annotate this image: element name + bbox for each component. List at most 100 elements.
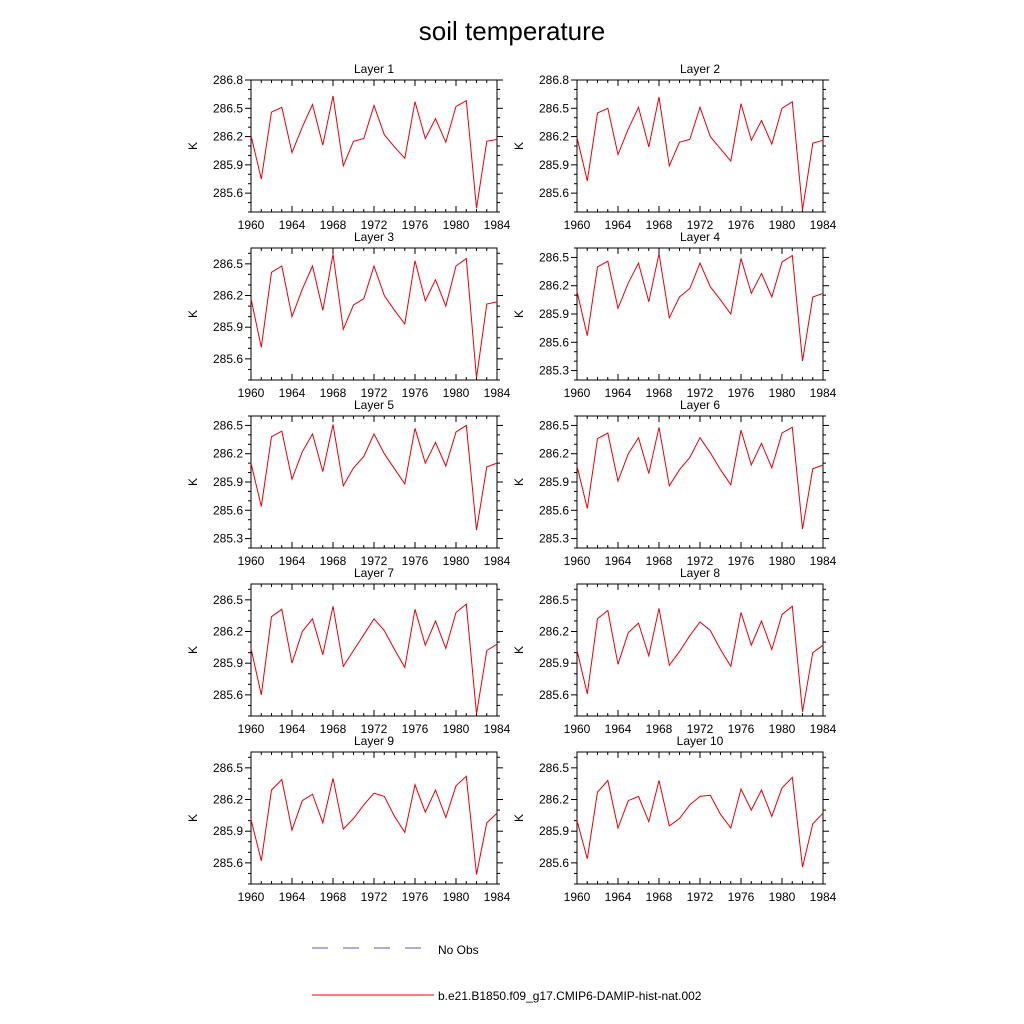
y-axis-label: K bbox=[186, 478, 200, 486]
plot-frame bbox=[576, 415, 824, 549]
panel-title: Layer 6 bbox=[680, 398, 720, 412]
x-tick-label: 1968 bbox=[646, 386, 673, 400]
y-tick-label: 285.3 bbox=[539, 532, 569, 546]
x-tick-label: 1960 bbox=[238, 554, 265, 568]
y-tick-label: 286.5 bbox=[213, 101, 243, 115]
panel-title: Layer 4 bbox=[680, 230, 720, 244]
x-tick-label: 1960 bbox=[238, 722, 265, 736]
y-axis-label: K bbox=[512, 310, 526, 318]
x-tick-label: 1984 bbox=[810, 386, 837, 400]
x-tick-label: 1964 bbox=[279, 890, 306, 904]
y-axis-label: K bbox=[512, 142, 526, 150]
x-tick-label: 1980 bbox=[769, 218, 796, 232]
x-tick-label: 1976 bbox=[728, 722, 755, 736]
series-line-layer-9 bbox=[250, 775, 498, 875]
x-tick-label: 1964 bbox=[605, 554, 632, 568]
y-tick-label: 285.6 bbox=[213, 688, 243, 702]
x-tick-label: 1976 bbox=[402, 218, 429, 232]
x-tick-label: 1984 bbox=[484, 554, 511, 568]
y-tick-label: 285.6 bbox=[213, 503, 243, 517]
panel-layer-3: Layer 3 K 1960 1964 1968 1972 1976 1980 1984 285.… bbox=[186, 230, 511, 400]
x-tick-label: 1960 bbox=[238, 218, 265, 232]
series-line-layer-6 bbox=[576, 426, 824, 530]
series-line-layer-8 bbox=[576, 605, 824, 712]
panel-layer-1: Layer 1 K 1960 1964 1968 1972 1976 1980 1984 285.… bbox=[186, 62, 511, 232]
y-axis-label: K bbox=[186, 646, 200, 654]
y-axis-label: K bbox=[512, 478, 526, 486]
panel-layer-5: Layer 5 K 1960 1964 1968 1972 1976 1980 1984 285.… bbox=[186, 398, 511, 568]
panel-title: Layer 5 bbox=[354, 398, 394, 412]
x-tick-label: 1984 bbox=[810, 890, 837, 904]
plot-frame bbox=[250, 415, 498, 549]
y-tick-label: 286.5 bbox=[539, 418, 569, 432]
panel-layer-10: Layer 10 K 1960 1964 1968 1972 1976 1980 1984 285… bbox=[512, 734, 837, 904]
panel-layer-2: Layer 2 K 1960 1964 1968 1972 1976 1980 1984 285.… bbox=[512, 62, 837, 232]
panel-title: Layer 2 bbox=[680, 62, 720, 76]
series-line-layer-2 bbox=[576, 96, 824, 211]
x-tick-label: 1972 bbox=[687, 386, 714, 400]
y-tick-label: 286.2 bbox=[213, 793, 243, 807]
x-tick-label: 1964 bbox=[279, 722, 306, 736]
x-tick-label: 1960 bbox=[564, 218, 591, 232]
x-tick-label: 1980 bbox=[443, 554, 470, 568]
x-tick-label: 1976 bbox=[402, 386, 429, 400]
y-tick-label: 286.2 bbox=[539, 279, 569, 293]
y-tick-label: 285.3 bbox=[539, 364, 569, 378]
plot-frame bbox=[250, 79, 498, 213]
y-tick-label: 286.2 bbox=[213, 130, 243, 144]
y-tick-label: 285.9 bbox=[213, 475, 243, 489]
series-line-layer-3 bbox=[250, 254, 498, 378]
x-tick-label: 1960 bbox=[238, 890, 265, 904]
x-tick-label: 1972 bbox=[687, 218, 714, 232]
series-line-layer-4 bbox=[576, 253, 824, 362]
panel-layer-6: Layer 6 K 1960 1964 1968 1972 1976 1980 1984 285.… bbox=[512, 398, 837, 568]
x-tick-label: 1984 bbox=[484, 386, 511, 400]
x-tick-label: 1972 bbox=[361, 890, 388, 904]
y-tick-label: 286.5 bbox=[539, 250, 569, 264]
plot-frame bbox=[576, 751, 824, 885]
y-tick-label: 286.5 bbox=[539, 761, 569, 775]
x-tick-label: 1980 bbox=[443, 722, 470, 736]
x-tick-label: 1972 bbox=[361, 554, 388, 568]
y-tick-label: 286.8 bbox=[539, 73, 569, 87]
y-tick-label: 286.8 bbox=[213, 73, 243, 87]
y-axis-label: K bbox=[512, 646, 526, 654]
x-tick-label: 1976 bbox=[728, 218, 755, 232]
x-tick-label: 1964 bbox=[605, 386, 632, 400]
panel-layer-7: Layer 7 K 1960 1964 1968 1972 1976 1980 1984 285.… bbox=[186, 566, 511, 736]
x-tick-label: 1980 bbox=[443, 386, 470, 400]
y-tick-label: 286.5 bbox=[539, 593, 569, 607]
y-tick-label: 285.9 bbox=[213, 656, 243, 670]
panel-layer-4: Layer 4 K 1960 1964 1968 1972 1976 1980 1984 285.… bbox=[512, 230, 837, 400]
series-line-layer-1 bbox=[250, 95, 498, 209]
x-tick-label: 1968 bbox=[320, 554, 347, 568]
y-axis-label: K bbox=[186, 142, 200, 150]
x-tick-label: 1980 bbox=[443, 890, 470, 904]
x-tick-label: 1976 bbox=[402, 890, 429, 904]
y-tick-label: 285.9 bbox=[213, 824, 243, 838]
x-tick-label: 1964 bbox=[279, 218, 306, 232]
legend: No Obs b.e21.B1850.f09_g17.CMIP6-DAMIP-h… bbox=[312, 943, 702, 1003]
y-tick-label: 285.6 bbox=[213, 856, 243, 870]
plot-frame bbox=[576, 583, 824, 717]
plot-frame bbox=[250, 583, 498, 717]
x-tick-label: 1980 bbox=[443, 218, 470, 232]
x-tick-label: 1964 bbox=[605, 218, 632, 232]
x-tick-label: 1972 bbox=[687, 890, 714, 904]
x-tick-label: 1976 bbox=[728, 554, 755, 568]
series-line-layer-7 bbox=[250, 603, 498, 714]
x-tick-label: 1968 bbox=[646, 890, 673, 904]
panel-layer-9: Layer 9 K 1960 1964 1968 1972 1976 1980 1984 285.… bbox=[186, 734, 511, 904]
x-tick-label: 1968 bbox=[646, 218, 673, 232]
x-tick-label: 1972 bbox=[361, 218, 388, 232]
y-axis-label: K bbox=[512, 814, 526, 822]
x-tick-label: 1984 bbox=[484, 722, 511, 736]
plot-frame bbox=[250, 751, 498, 885]
y-tick-label: 285.9 bbox=[539, 824, 569, 838]
x-tick-label: 1972 bbox=[361, 722, 388, 736]
x-tick-label: 1976 bbox=[402, 554, 429, 568]
x-tick-label: 1964 bbox=[605, 722, 632, 736]
y-axis-label: K bbox=[186, 814, 200, 822]
panel-title: Layer 1 bbox=[354, 62, 394, 76]
y-tick-label: 285.9 bbox=[213, 158, 243, 172]
